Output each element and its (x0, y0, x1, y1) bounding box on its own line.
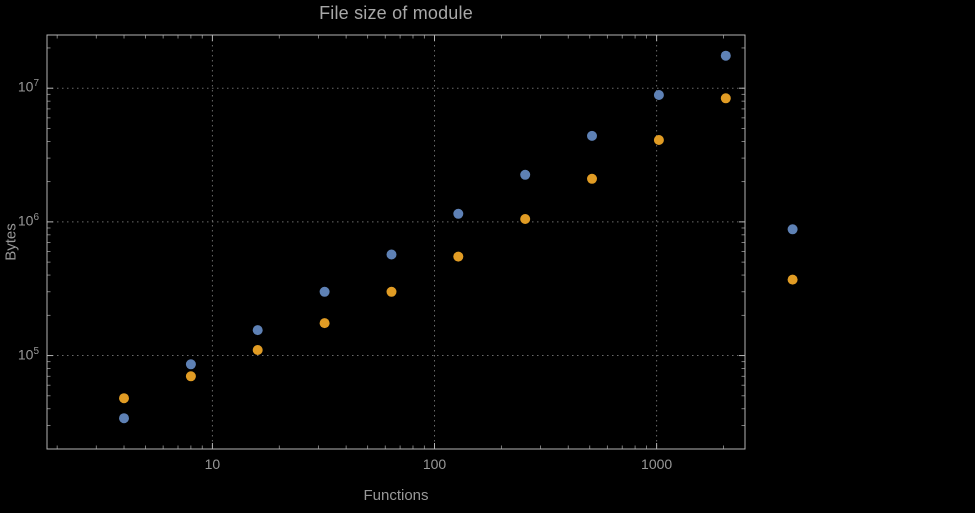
data-point-orange (787, 274, 798, 285)
data-point-orange (386, 286, 397, 297)
data-point-orange (720, 93, 731, 104)
data-point-orange (185, 371, 196, 382)
y-tick-label: 105 (17, 345, 39, 363)
data-point-blue (787, 224, 798, 235)
x-tick-label: 10 (204, 456, 221, 472)
data-point-blue (653, 90, 664, 100)
plot-frame (46, 34, 746, 450)
data-point-orange (252, 345, 263, 355)
data-point-blue (587, 130, 597, 141)
y-tick-label: 106 (17, 211, 39, 229)
data-point-orange (119, 393, 129, 404)
data-point-orange (653, 135, 664, 145)
data-point-blue (252, 325, 263, 336)
data-point-blue (119, 413, 129, 424)
data-point-blue (720, 50, 731, 61)
y-tick-label: 107 (17, 78, 39, 95)
x-tick-label: 1000 (641, 456, 673, 472)
chart-title: File size of module (319, 3, 473, 23)
x-axis-label: Functions (363, 487, 429, 504)
data-point-orange (587, 173, 597, 184)
data-point-orange (520, 214, 531, 224)
data-point-blue (520, 169, 531, 180)
data-point-blue (453, 208, 464, 219)
data-point-orange (453, 251, 464, 262)
data-point-blue (185, 359, 196, 370)
data-point-blue (319, 286, 330, 297)
data-point-orange (319, 318, 330, 329)
x-tick-label: 100 (422, 456, 447, 472)
data-point-blue (386, 249, 397, 260)
